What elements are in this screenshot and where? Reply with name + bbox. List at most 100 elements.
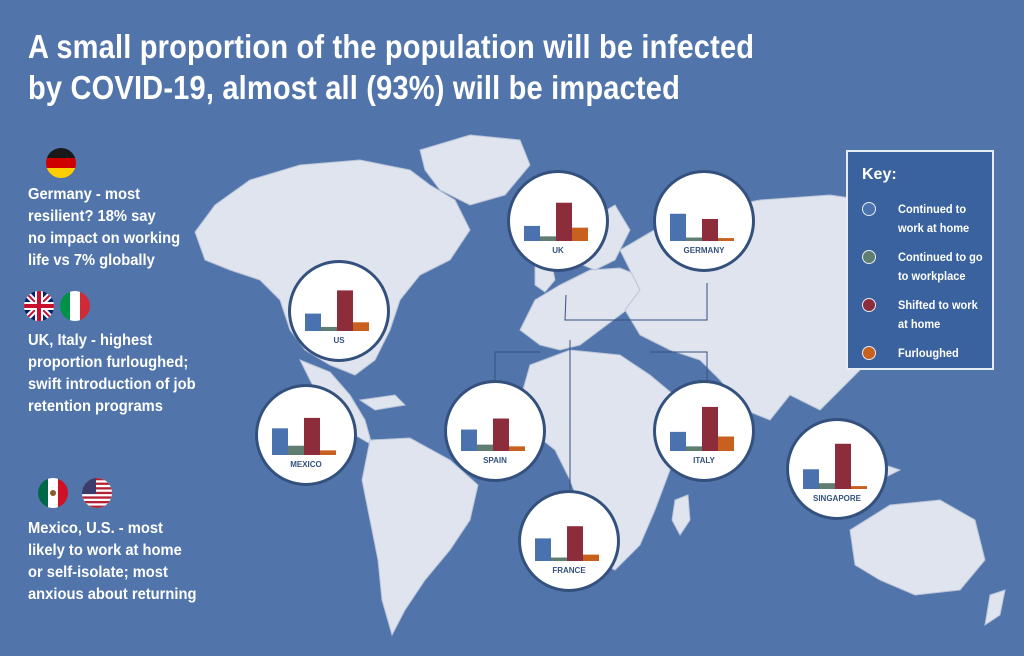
title-line-1: A small proportion of the population wil… [28, 28, 755, 65]
mexico-us-note-line-2: likely to work at home [28, 542, 182, 559]
chart-title: A small proportion of the population wil… [28, 26, 755, 108]
mini-bar-chart [803, 443, 867, 489]
mini-bar-chart [272, 417, 336, 455]
bar-uk-1 [540, 236, 556, 241]
country-label: FRANCE [552, 566, 586, 575]
bar-spain-3 [509, 446, 525, 451]
title-line-2: by COVID-19, almost all (93%) will be im… [28, 69, 680, 106]
bar-france-0 [535, 538, 551, 561]
uk-italy-note-line-1: UK, Italy - highest [28, 332, 153, 349]
country-label: SINGAPORE [812, 494, 861, 503]
bubble-germany: GERMANY [653, 170, 755, 272]
bar-italy-2 [702, 406, 718, 451]
germany-note-line-3: no impact on working [28, 230, 181, 247]
bubble-us: US [288, 260, 390, 362]
mexico-us-note-line-4: anxious about returning [28, 586, 197, 603]
legend-label: Continued to go to workplace [898, 248, 983, 286]
bar-uk-2 [556, 202, 572, 241]
uk-italy-note-line-2: proportion furloughed; [28, 354, 189, 371]
germany-note-line-2: resilient? 18% say [28, 208, 156, 225]
uk-italy-note-line-3: swift introduction of job [28, 376, 196, 393]
mexico-flag-icon [38, 478, 68, 508]
legend-item-continued-workplace: Continued to go to workplace [862, 248, 990, 288]
bar-france-2 [567, 526, 583, 561]
legend-label-line: to workplace [898, 269, 966, 283]
bar-germany-1 [686, 237, 702, 241]
country-label: MEXICO [290, 460, 322, 469]
bar-france-3 [583, 554, 599, 561]
uk-flag-icon [24, 291, 54, 321]
legend-swatch [862, 346, 876, 360]
country-label: SPAIN [483, 456, 507, 465]
bar-italy-1 [686, 446, 702, 451]
bar-uk-0 [524, 225, 540, 241]
bar-us-1 [321, 326, 337, 331]
bar-us-0 [305, 313, 321, 331]
bar-france-1 [551, 557, 567, 561]
bubble-spain: SPAIN [444, 380, 546, 482]
mexico-us-note: Mexico, U.S. - most likely to work at ho… [28, 518, 196, 606]
legend-item-furloughed: Furloughed [862, 344, 990, 384]
bar-uk-3 [572, 227, 588, 241]
bar-singapore-3 [851, 486, 867, 489]
germany-note-line-4: life vs 7% globally [28, 252, 155, 269]
legend-swatch [862, 202, 876, 216]
country-label: GERMANY [683, 246, 725, 255]
bar-singapore-1 [819, 483, 835, 489]
legend-label-line: at home [898, 317, 941, 331]
bar-mexico-0 [272, 428, 288, 455]
legend-label-line: work at home [898, 221, 970, 235]
bar-spain-1 [477, 444, 493, 451]
legend-label-line: Shifted to work [898, 298, 978, 312]
bubble-mexico: MEXICO [255, 384, 357, 486]
mini-bar-chart [524, 202, 588, 241]
bar-mexico-2 [304, 417, 320, 455]
country-label: ITALY [693, 456, 715, 465]
bar-germany-3 [718, 238, 734, 241]
germany-note-line-1: Germany - most [28, 186, 141, 203]
legend-label: Shifted to work at home [898, 296, 978, 334]
legend-label: Furloughed [898, 344, 959, 363]
bar-germany-0 [670, 213, 686, 241]
bar-spain-2 [493, 418, 509, 451]
bubble-france: FRANCE [518, 490, 620, 592]
mini-bar-chart [670, 213, 734, 241]
uk-italy-note: UK, Italy - highest proportion furloughe… [28, 330, 196, 418]
bar-singapore-2 [835, 443, 851, 489]
legend-label-line: Furloughed [898, 346, 959, 360]
bubble-uk: UK [507, 170, 609, 272]
legend-swatch [862, 298, 876, 312]
mini-bar-chart [305, 290, 369, 331]
bar-italy-0 [670, 431, 686, 451]
bubble-singapore: SINGAPORE [786, 418, 888, 520]
bar-spain-0 [461, 429, 477, 451]
legend-label: Continued to work at home [898, 200, 969, 238]
bar-us-3 [353, 322, 369, 331]
mexico-us-note-line-3: or self-isolate; most [28, 564, 168, 581]
legend-label-line: Continued to [898, 202, 967, 216]
bar-us-2 [337, 290, 353, 331]
bar-germany-2 [702, 218, 718, 241]
legend-label-line: Continued to go [898, 250, 983, 264]
bubble-italy: ITALY [653, 380, 755, 482]
legend: Key: Continued to work at home Continued… [846, 150, 994, 370]
bar-mexico-1 [288, 445, 304, 455]
bar-singapore-0 [803, 469, 819, 489]
legend-item-shifted-work-at-home: Shifted to work at home [862, 296, 990, 336]
legend-swatch [862, 250, 876, 264]
mini-bar-chart [535, 526, 599, 561]
country-label: UK [552, 246, 564, 255]
us-flag-icon [82, 478, 112, 508]
mini-bar-chart [461, 418, 525, 451]
bar-italy-3 [718, 436, 734, 451]
uk-italy-note-line-4: retention programs [28, 398, 163, 415]
bar-mexico-3 [320, 450, 336, 455]
mini-bar-chart [670, 406, 734, 451]
legend-item-continued-work-at-home: Continued to work at home [862, 200, 990, 240]
italy-flag-icon [60, 291, 90, 321]
mexico-us-note-line-1: Mexico, U.S. - most [28, 520, 163, 537]
germany-note: Germany - most resilient? 18% say no imp… [28, 184, 180, 272]
country-label: US [333, 336, 345, 345]
germany-flag-icon [46, 148, 76, 178]
legend-title: Key: [862, 166, 897, 183]
